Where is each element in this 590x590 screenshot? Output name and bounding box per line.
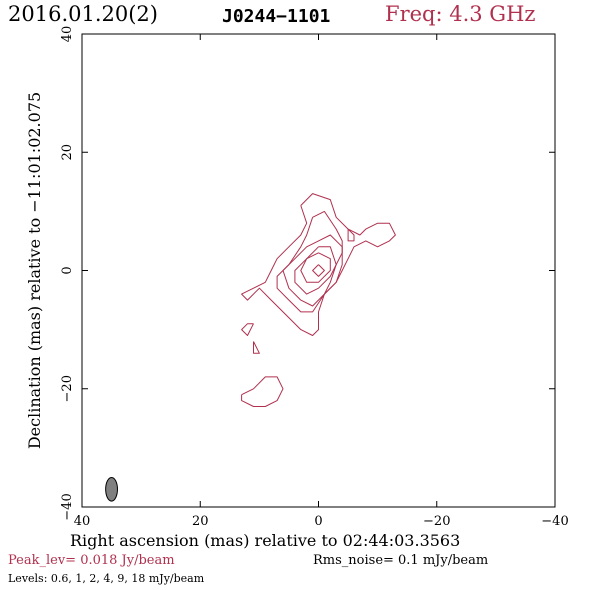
contour-level-0.6-c [253,341,260,354]
y-tick-label: −40 [60,493,75,520]
contour-level-2 [282,234,343,307]
contour-level-1-b [347,228,355,242]
peak-level: Peak_lev= 0.018 Jy/beam [8,553,175,568]
contour-level-4 [294,246,337,295]
contour-level-0.6-d [241,376,284,407]
plot-frame [81,33,556,508]
x-tick-label: −20 [423,514,450,529]
observation-date: 2016.01.20(2) [8,2,158,26]
contour-level-9 [300,252,331,283]
x-tick-label: 20 [192,514,209,529]
source-name: J0244−1101 [222,6,331,27]
x-tick-label: 40 [74,514,91,529]
beam-ellipse [105,476,118,502]
x-tick-label: 0 [314,514,322,529]
y-tick-label: 40 [60,26,75,43]
contour-levels: Levels: 0.6, 1, 2, 4, 9, 18 mJy/beam [8,572,205,585]
y-tick-label: 0 [60,266,75,274]
x-axis-label: Right ascension (mas) relative to 02:44:… [70,531,461,550]
frequency-label: Freq: 4.3 GHz [385,2,536,26]
contour-level-1 [276,210,343,313]
contour-level-18 [312,264,325,277]
y-tick-label: −20 [60,375,75,402]
y-tick-label: 20 [60,144,75,161]
y-axis-label: Declination (mas) relative to −11:01:02.… [25,92,44,449]
rms-noise: Rms_noise= 0.1 mJy/beam [313,553,489,568]
contour-level-0.6-b [241,323,254,336]
x-tick-label: −40 [541,514,568,529]
